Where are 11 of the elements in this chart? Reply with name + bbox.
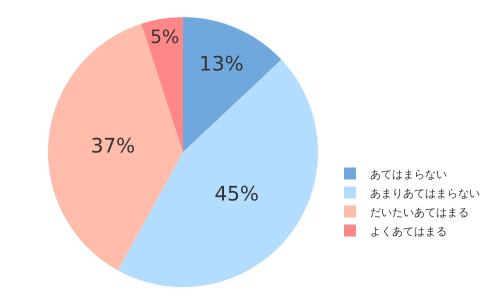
pie-slice — [141, 17, 183, 152]
legend-label: よくあてはまる — [370, 224, 447, 238]
data-label: 13% — [199, 51, 244, 76]
legend-label: あてはまらない — [370, 168, 447, 181]
legend-label: だいたいあてはまる — [370, 206, 469, 219]
pie-slice — [48, 24, 183, 270]
data-label: 5% — [150, 27, 180, 48]
pie-slice — [183, 17, 282, 152]
data-label: 45% — [214, 182, 259, 206]
legend-label: あまりあてはまらない — [370, 186, 480, 200]
data-label: 37% — [90, 133, 136, 158]
